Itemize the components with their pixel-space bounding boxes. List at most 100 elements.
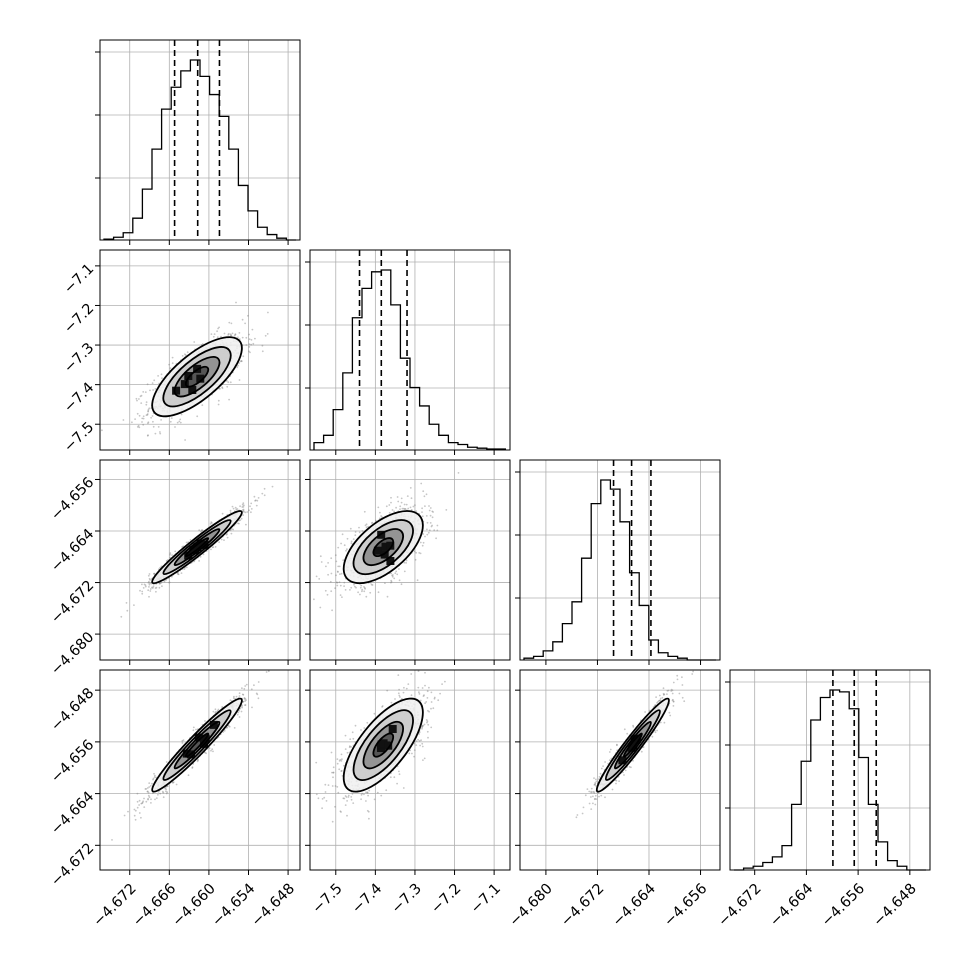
sample-point [430, 707, 432, 710]
sample-point [223, 539, 225, 541]
sample-point [144, 788, 147, 790]
sample-point [350, 586, 353, 589]
sample-point [346, 751, 349, 754]
contour-line [372, 537, 395, 558]
sample-point [236, 366, 239, 369]
sample-point [242, 510, 245, 512]
sample-point [397, 500, 400, 503]
sample-point [350, 540, 353, 543]
sample-point [321, 807, 323, 810]
sample-point [234, 333, 237, 336]
sample-point [241, 693, 244, 696]
sample-point [196, 760, 199, 763]
sample-point [198, 529, 201, 532]
sample-point [361, 530, 364, 532]
panel-grid [310, 250, 510, 450]
sample-point [395, 506, 397, 509]
sample-point [391, 575, 394, 578]
sample-point [136, 399, 138, 402]
sample-point [209, 523, 212, 525]
density-cell [196, 539, 205, 548]
sample-point [340, 770, 343, 772]
sample-point [226, 385, 229, 388]
sample-point [160, 581, 163, 584]
sample-point [390, 581, 393, 583]
sample-point [421, 742, 424, 745]
sample-point [227, 334, 230, 336]
sample-point [242, 502, 245, 505]
sample-point [154, 432, 157, 435]
sample-point [404, 508, 407, 510]
sample-point [148, 586, 150, 588]
sample-point [335, 581, 338, 584]
sample-point [244, 700, 246, 702]
sample-point [221, 387, 224, 390]
sample-point [237, 522, 239, 525]
sample-point [228, 725, 231, 728]
sample-point [335, 574, 337, 577]
panel-grid [100, 460, 300, 660]
sample-point [213, 744, 216, 746]
histogram-line [523, 479, 716, 661]
sample-point [255, 692, 258, 695]
sample-point [154, 388, 157, 390]
sample-point [140, 816, 142, 819]
sample-point [148, 595, 150, 598]
sample-point [430, 525, 433, 528]
sample-point [398, 694, 401, 697]
sample-point [388, 504, 391, 506]
sample-point [147, 797, 150, 800]
sample-point [398, 579, 401, 582]
y-tick-label: −4.672 [48, 840, 97, 889]
sample-point [250, 343, 253, 346]
sample-point [181, 546, 184, 548]
sample-point [421, 745, 424, 748]
sample-point [147, 791, 150, 794]
sample-point [147, 794, 150, 797]
sample-point [153, 776, 156, 778]
sample-point [423, 495, 426, 498]
contour-line [162, 709, 232, 781]
sample-point [152, 778, 154, 781]
sample-point [396, 496, 399, 498]
sample-point [154, 587, 157, 589]
sample-point [142, 423, 145, 426]
sample-point [211, 748, 214, 751]
sample-point [353, 583, 355, 586]
sample-point [436, 524, 439, 527]
sample-point [240, 517, 243, 520]
sample-point [229, 333, 232, 336]
sample-point [201, 529, 204, 532]
density-cell [196, 374, 205, 383]
sample-point [320, 561, 323, 563]
sample-point [263, 494, 266, 497]
sample-point [191, 766, 194, 769]
density-cell [380, 550, 389, 559]
sample-point [409, 487, 412, 489]
sample-point [426, 533, 429, 536]
sample-point [352, 538, 355, 540]
sample-point [152, 585, 155, 588]
sample-point [343, 544, 346, 547]
sample-point [152, 420, 154, 423]
panel-grid [310, 670, 510, 870]
sample-point [401, 507, 404, 510]
sample-point [145, 401, 148, 403]
sample-point [431, 510, 434, 513]
sample-point [210, 521, 213, 523]
sample-point [379, 511, 381, 514]
sample-point [343, 797, 346, 800]
sample-point [174, 426, 176, 428]
sample-point [445, 509, 448, 511]
sample-point [142, 391, 145, 393]
sample-point [241, 687, 243, 690]
sample-point [363, 586, 365, 588]
sample-point [239, 360, 242, 363]
sample-point [344, 589, 347, 591]
sample-point [141, 421, 143, 423]
density-cell [373, 546, 382, 555]
sample-point [400, 501, 403, 504]
sample-point [390, 579, 393, 582]
sample-point [226, 533, 229, 535]
sample-point [237, 364, 239, 367]
